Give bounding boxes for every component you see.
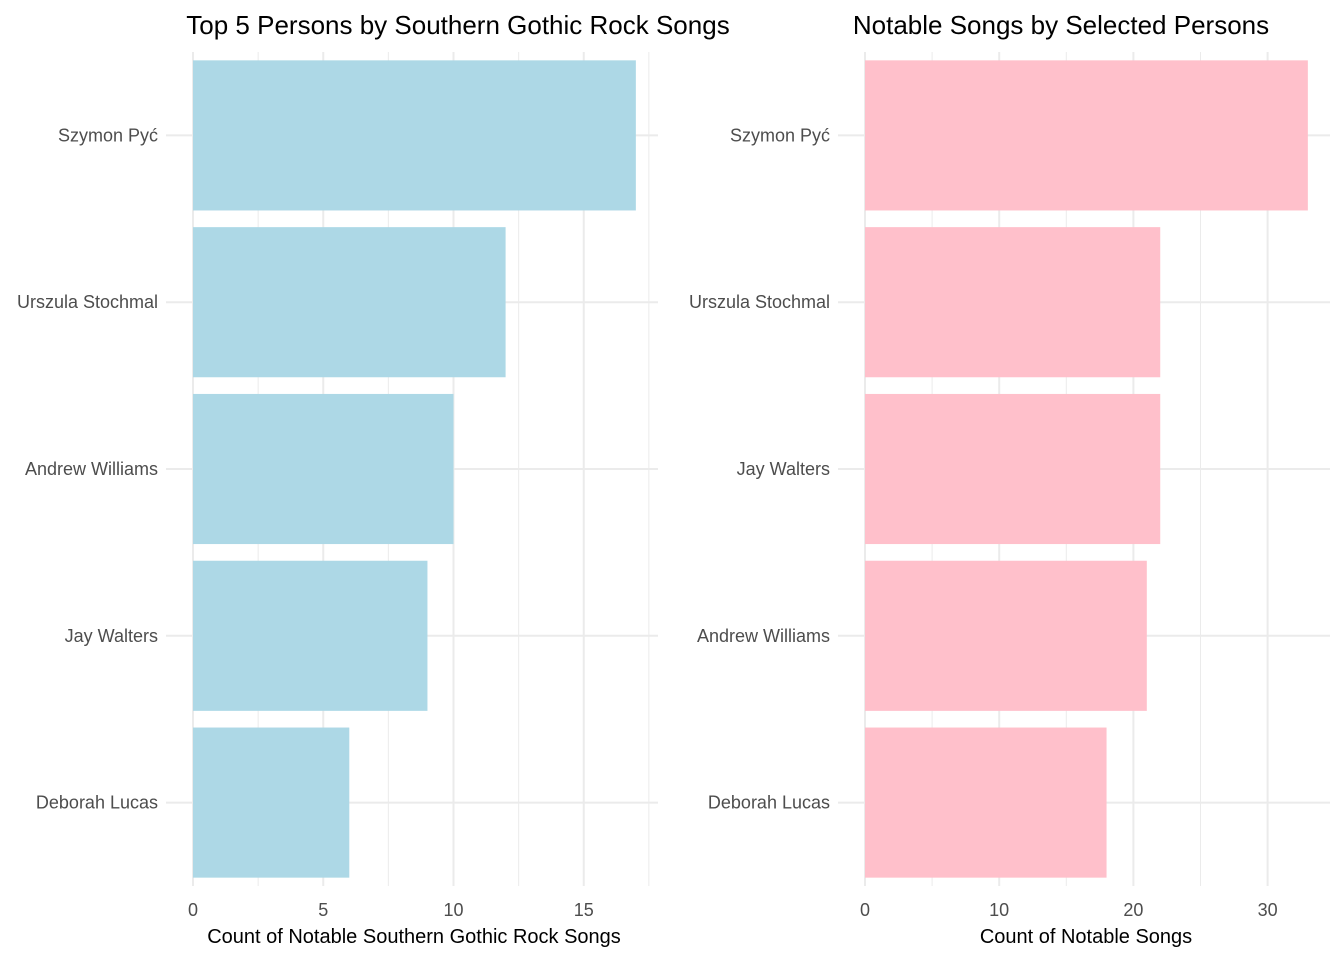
left-chart-panel: Top 5 Persons by Southern Gothic Rock So… <box>17 10 730 948</box>
right-x-tick-labels: 0 10 20 30 <box>860 900 1278 920</box>
left-category-label-3: Jay Walters <box>65 626 158 646</box>
left-category-label-2: Andrew Williams <box>25 459 158 479</box>
right-chart-panel: Notable Songs by Selected Persons Szymon… <box>689 10 1330 948</box>
left-x-tick-label-3: 15 <box>574 900 594 920</box>
left-category-label-0: Szymon Pyć <box>58 125 158 145</box>
right-chart-title: Notable Songs by Selected Persons <box>853 10 1269 40</box>
left-bar-4 <box>193 727 350 878</box>
right-bar-1 <box>865 227 1161 378</box>
right-bar-0 <box>865 60 1308 211</box>
left-x-tick-labels: 0 5 10 15 <box>188 900 594 920</box>
right-category-label-1: Urszula Stochmal <box>689 292 830 312</box>
right-category-label-2: Jay Walters <box>737 459 830 479</box>
left-category-label-1: Urszula Stochmal <box>17 292 158 312</box>
right-x-tick-label-0: 0 <box>860 900 870 920</box>
left-x-tick-label-0: 0 <box>188 900 198 920</box>
left-x-tick-label-1: 5 <box>318 900 328 920</box>
right-x-tick-label-2: 20 <box>1123 900 1143 920</box>
right-bar-4 <box>865 727 1107 878</box>
left-bar-2 <box>193 393 454 545</box>
right-category-label-3: Andrew Williams <box>697 626 830 646</box>
left-bar-3 <box>193 560 428 711</box>
left-bar-0 <box>193 60 636 211</box>
right-x-tick-label-3: 30 <box>1258 900 1278 920</box>
left-category-labels: Szymon Pyć Urszula Stochmal Andrew William… <box>17 125 158 812</box>
right-bars <box>865 60 1308 878</box>
left-x-tick-label-2: 10 <box>443 900 463 920</box>
right-category-label-4: Deborah Lucas <box>708 793 830 813</box>
right-category-label-0: Szymon Pyć <box>730 125 830 145</box>
left-bars <box>193 60 636 878</box>
right-category-labels: Szymon Pyć Urszula Stochmal Jay Walters And… <box>689 125 830 812</box>
right-x-tick-label-1: 10 <box>989 900 1009 920</box>
right-x-axis-title: Count of Notable Songs <box>980 926 1192 948</box>
right-bar-3 <box>865 560 1147 711</box>
left-x-axis-title: Count of Notable Southern Gothic Rock So… <box>207 926 621 948</box>
right-bar-2 <box>865 393 1161 545</box>
left-bar-1 <box>193 227 506 378</box>
left-category-label-4: Deborah Lucas <box>36 793 158 813</box>
left-chart-title: Top 5 Persons by Southern Gothic Rock So… <box>186 10 729 40</box>
